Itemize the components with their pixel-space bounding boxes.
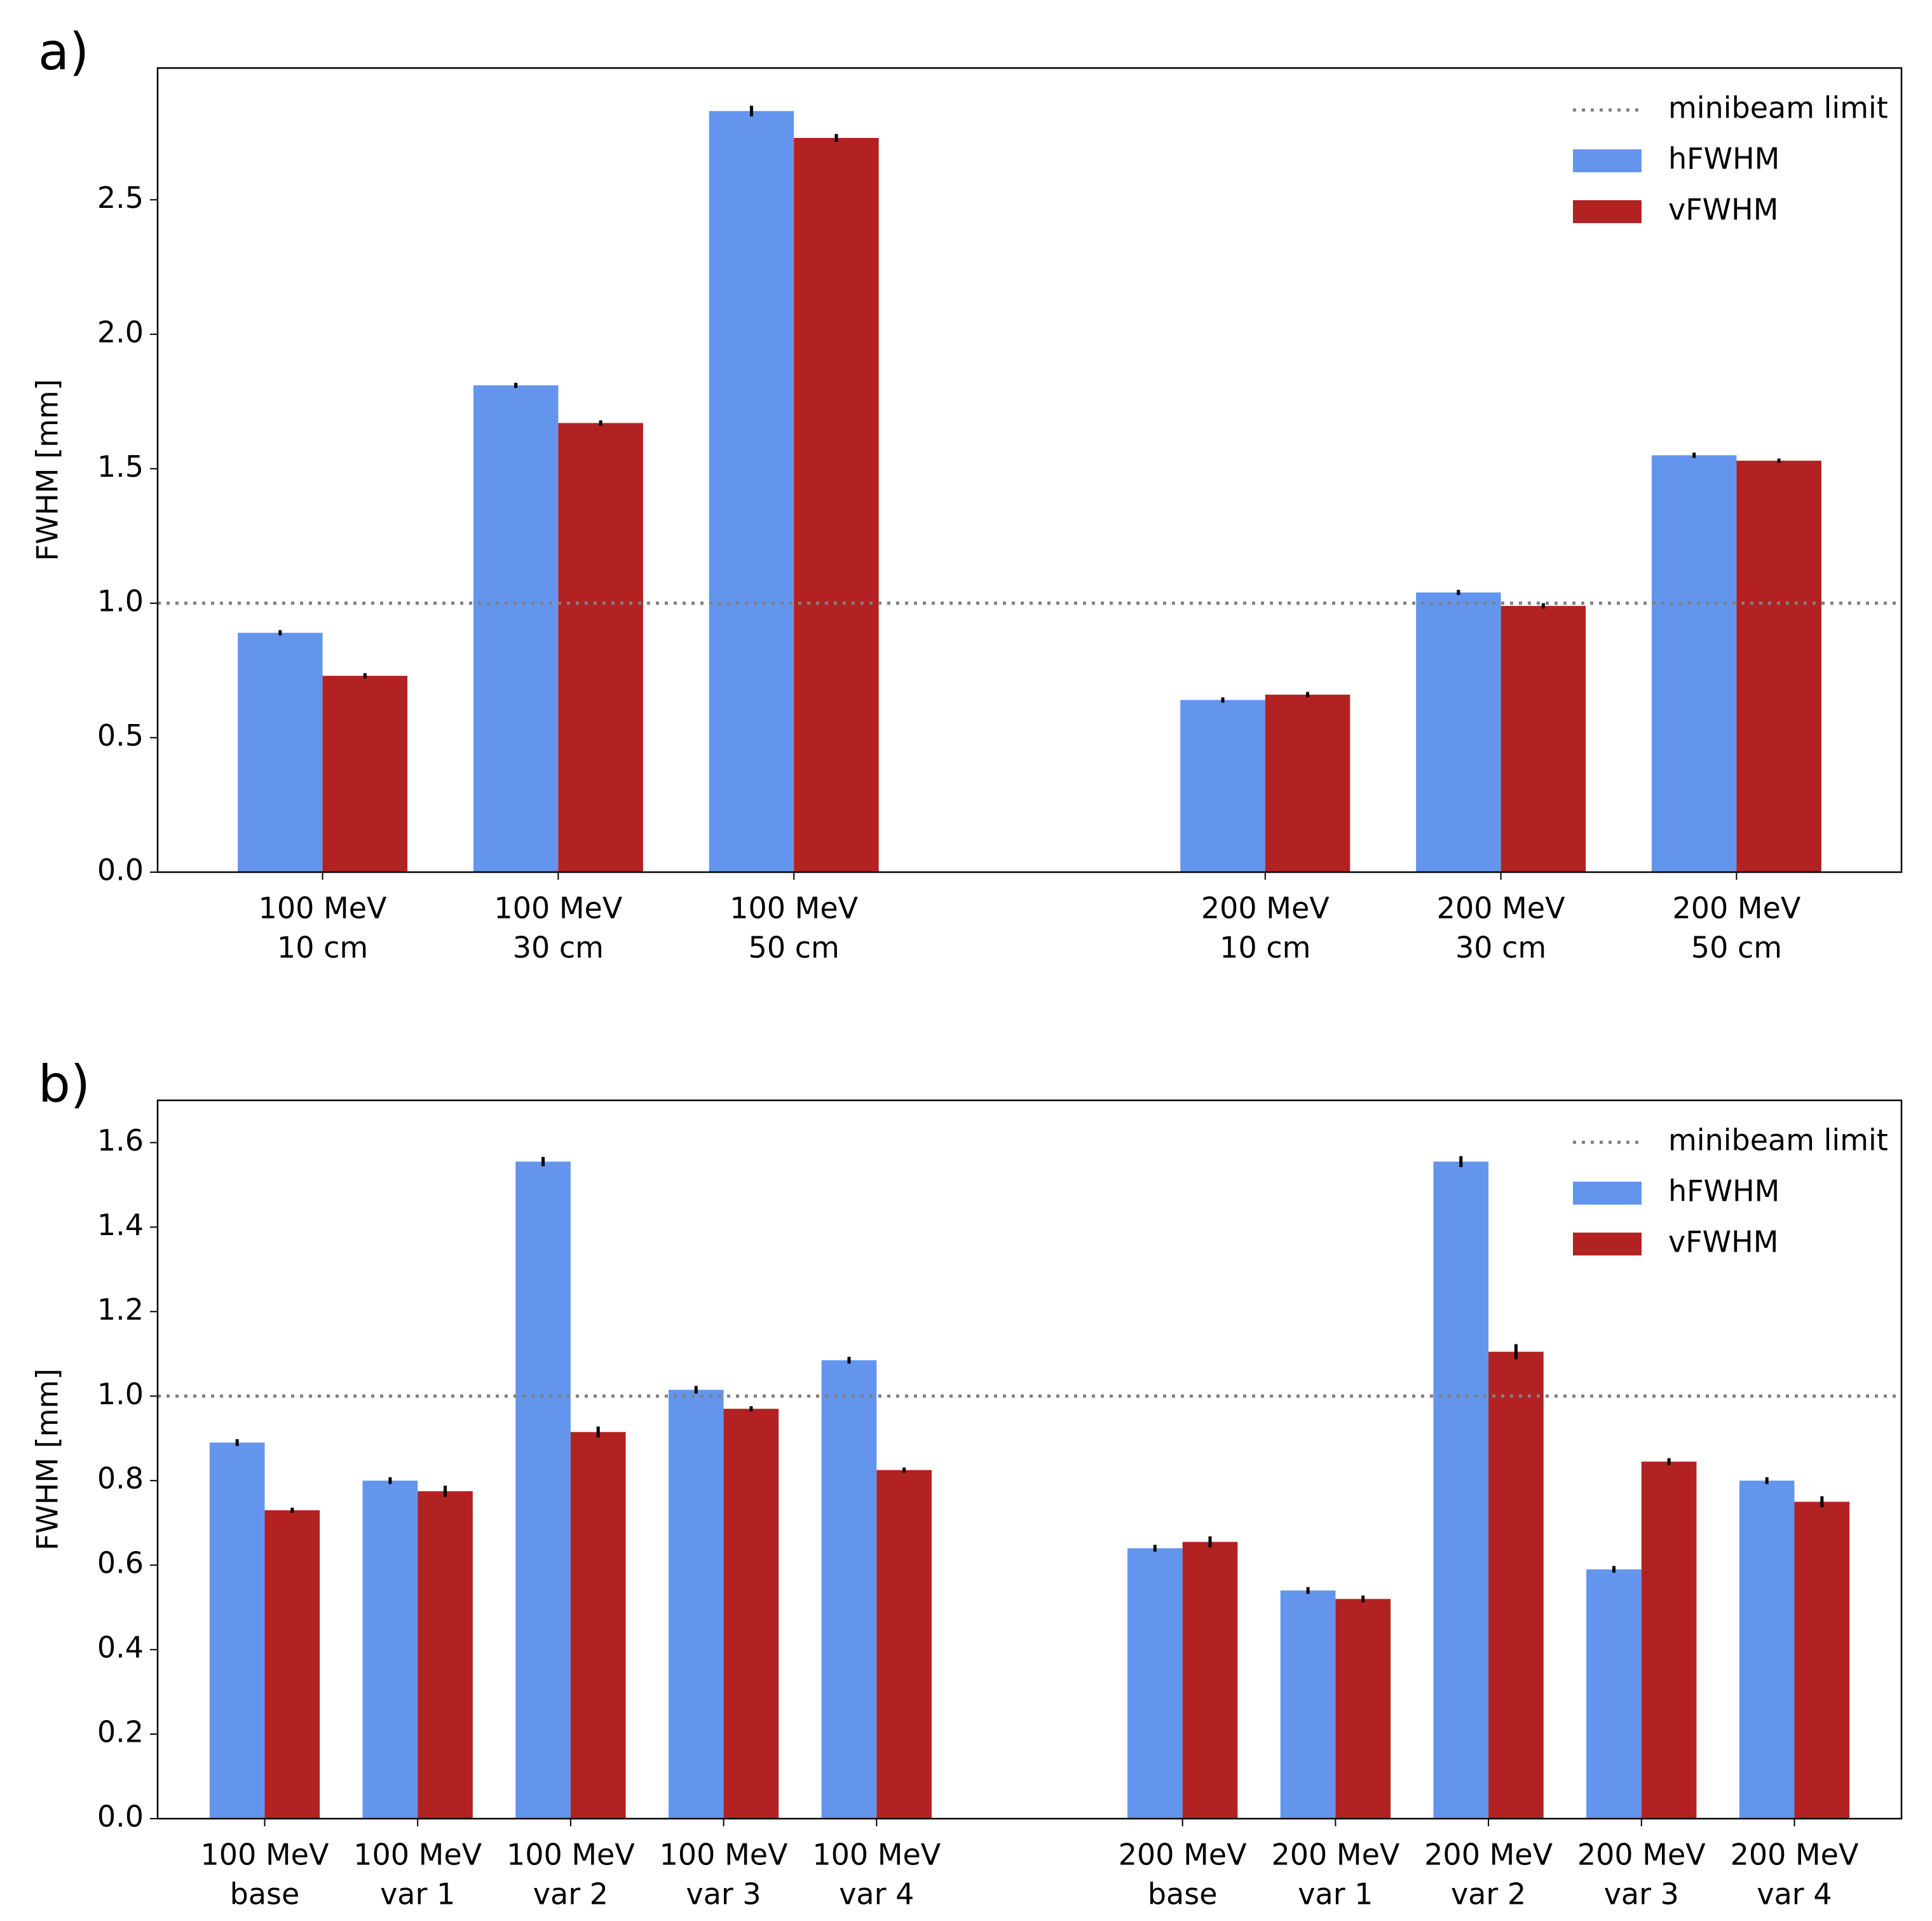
y-tick-label: 1.0 (97, 584, 144, 618)
y-tick-label: 1.2 (97, 1292, 144, 1327)
x-tick-label: 30 cm (1455, 931, 1546, 965)
bar (794, 138, 879, 872)
x-tick-label: 200 MeV (1119, 1838, 1247, 1872)
x-tick-label: var 2 (533, 1877, 608, 1911)
x-tick-label: var 1 (1298, 1877, 1373, 1911)
x-tick-label: 200 MeV (1201, 891, 1330, 926)
bar (238, 632, 323, 872)
bar (821, 1360, 877, 1819)
bar (1739, 1480, 1795, 1819)
bar (1433, 1161, 1489, 1819)
bar (515, 1161, 571, 1819)
bar (1736, 460, 1821, 872)
x-tick-label: var 1 (380, 1877, 455, 1911)
y-axis-label: FWHM [mm] (31, 379, 65, 561)
legend-swatch (1573, 1233, 1642, 1255)
bar (362, 1480, 418, 1819)
bar (1280, 1590, 1336, 1819)
legend-swatch (1573, 1182, 1642, 1205)
y-tick-label: 0.2 (97, 1715, 144, 1749)
axes-frame (156, 67, 1903, 873)
bar (1127, 1548, 1183, 1819)
x-tick-label: var 3 (686, 1877, 761, 1911)
bar (1180, 700, 1265, 872)
bar (1500, 606, 1586, 872)
x-tick-label: 30 cm (513, 931, 604, 965)
bar (1265, 694, 1350, 872)
bar (418, 1491, 473, 1819)
bar (876, 1470, 932, 1819)
x-tick-label: var 4 (839, 1877, 914, 1911)
y-tick-label: 0.0 (97, 1800, 144, 1834)
legend-label: vFWHM (1668, 1225, 1778, 1259)
bar (473, 385, 559, 872)
legend-swatch (1573, 200, 1642, 223)
x-tick-label: 10 cm (277, 931, 368, 965)
y-tick-label: 0.8 (97, 1461, 144, 1496)
bar (558, 423, 643, 872)
x-tick-label: 50 cm (749, 931, 840, 965)
bar (1488, 1351, 1544, 1819)
y-tick-label: 1.6 (97, 1123, 144, 1158)
x-tick-label: var 4 (1757, 1877, 1832, 1911)
bar (1182, 1542, 1238, 1819)
legend-label: vFWHM (1668, 193, 1778, 227)
x-tick-label: 100 MeV (259, 891, 387, 926)
x-tick-label: 50 cm (1691, 931, 1782, 965)
x-tick-label: 100 MeV (201, 1838, 329, 1872)
legend-label: hFWHM (1668, 1174, 1779, 1208)
bar (264, 1510, 320, 1819)
x-tick-label: 200 MeV (1271, 1838, 1399, 1872)
x-tick-label: 10 cm (1220, 931, 1310, 965)
y-tick-label: 1.0 (97, 1377, 144, 1411)
x-tick-label: 200 MeV (1672, 891, 1800, 926)
legend-swatch (1573, 149, 1642, 172)
x-tick-label: 100 MeV (494, 891, 622, 926)
legend-label: minibeam limit (1668, 91, 1888, 125)
x-tick-label: 200 MeV (1577, 1838, 1706, 1872)
y-axis-label: FWHM [mm] (31, 1369, 65, 1550)
x-tick-label: base (1148, 1877, 1218, 1911)
x-tick-label: 200 MeV (1424, 1838, 1553, 1872)
bar (322, 676, 408, 872)
x-tick-label: 100 MeV (660, 1838, 788, 1872)
x-tick-label: 200 MeV (1731, 1838, 1859, 1872)
x-tick-label: base (230, 1877, 300, 1911)
x-tick-label: 100 MeV (812, 1838, 941, 1872)
bar (668, 1390, 724, 1819)
bar (1794, 1501, 1850, 1819)
x-tick-label: 200 MeV (1437, 891, 1565, 926)
y-tick-label: 0.5 (97, 718, 144, 753)
axes-frame (156, 1099, 1903, 1820)
bar (1416, 592, 1501, 872)
y-tick-label: 0.0 (97, 853, 144, 887)
bar (1651, 455, 1737, 872)
legend-label: minibeam limit (1668, 1123, 1888, 1158)
y-tick-label: 2.5 (97, 181, 144, 215)
x-tick-label: 100 MeV (730, 891, 858, 926)
bar (1641, 1461, 1697, 1819)
y-tick-label: 1.4 (97, 1208, 144, 1242)
y-tick-label: 0.6 (97, 1546, 144, 1580)
x-tick-label: var 2 (1451, 1877, 1526, 1911)
y-tick-label: 2.0 (97, 315, 144, 349)
x-tick-label: 100 MeV (507, 1838, 635, 1872)
legend-label: hFWHM (1668, 142, 1779, 176)
bar (1335, 1599, 1391, 1819)
y-tick-label: 1.5 (97, 449, 144, 484)
bar (209, 1442, 265, 1819)
x-tick-label: 100 MeV (353, 1838, 482, 1872)
x-tick-label: var 3 (1604, 1877, 1679, 1911)
bar (1586, 1569, 1642, 1819)
bar (709, 111, 794, 873)
y-tick-label: 0.4 (97, 1630, 144, 1665)
panel-label: b) (38, 1055, 90, 1114)
bar (570, 1432, 626, 1819)
bar (723, 1409, 779, 1819)
panel-label: a) (38, 22, 89, 81)
